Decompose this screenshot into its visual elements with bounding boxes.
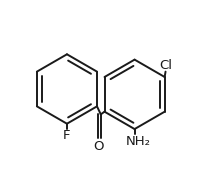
Text: NH₂: NH₂ bbox=[126, 135, 151, 148]
Text: Cl: Cl bbox=[159, 59, 172, 72]
Text: F: F bbox=[63, 129, 71, 142]
Text: O: O bbox=[93, 140, 104, 153]
